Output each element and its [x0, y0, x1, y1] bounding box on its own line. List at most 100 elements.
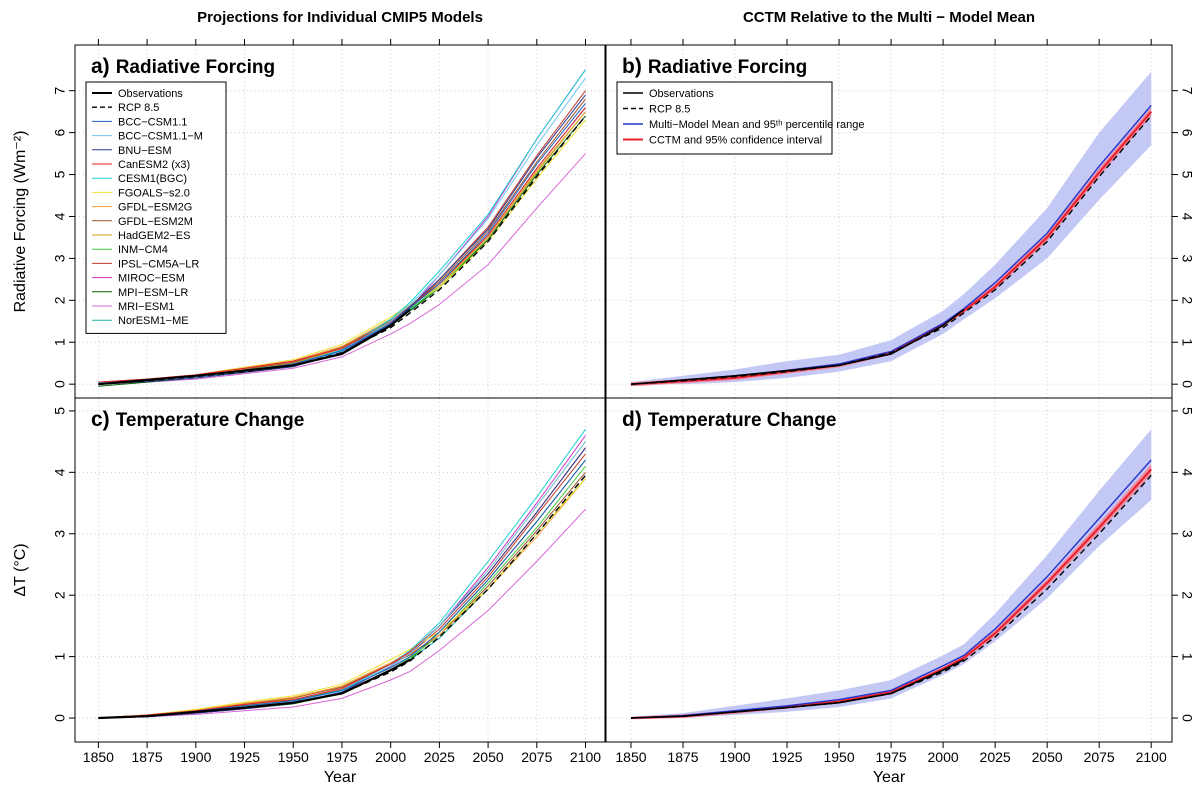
panel-title: a) Radiative Forcing: [91, 55, 275, 78]
y-tick-label: 2: [52, 591, 68, 599]
column-title: CCTM Relative to the Multi − Model Mean: [743, 9, 1035, 26]
x-tick-label: 2025: [980, 749, 1011, 765]
plot-area: [630, 429, 1152, 720]
panel-title: b) Radiative Forcing: [622, 55, 807, 78]
y-tick-label: 2: [1179, 296, 1195, 304]
legend-label: BCC−CSM1.1−M: [118, 131, 203, 143]
legend-label: INM−CM4: [118, 244, 168, 256]
column-title: Projections for Individual CMIP5 Models: [197, 9, 483, 26]
y-tick-label: 5: [1179, 407, 1195, 415]
y-tick-label: 1: [1179, 338, 1195, 346]
x-tick-label: 1850: [615, 749, 646, 765]
y-tick-label: 0: [52, 714, 68, 722]
y-tick-label: 5: [52, 407, 68, 415]
y-tick-label: 3: [1179, 254, 1195, 262]
legend-label: MIROC−ESM: [118, 273, 185, 285]
y-tick-label: 1: [1179, 653, 1195, 661]
x-tick-label: 2000: [928, 749, 959, 765]
plot-area: [630, 71, 1152, 387]
x-axis-label: Year: [324, 769, 357, 786]
y-tick-label: 0: [1179, 714, 1195, 722]
y-axis-label: Radiative Forcing (Wm⁻²): [12, 131, 29, 313]
x-tick-label: 1850: [83, 749, 114, 765]
y-tick-label: 1: [52, 653, 68, 661]
panel-title: d) Temperature Change: [622, 408, 836, 431]
legend-label: HadGEM2−ES: [118, 230, 190, 242]
legend-label: IPSL−CM5A−LR: [118, 258, 199, 270]
x-tick-label: 2100: [570, 749, 601, 765]
y-tick-label: 5: [52, 170, 68, 178]
x-tick-label: 2075: [1084, 749, 1115, 765]
y-tick-label: 5: [1179, 171, 1195, 179]
y-tick-label: 4: [1179, 468, 1195, 476]
panel: 1850 1875 1900 1925 1950 1975 2000 2025 2050 2075…: [12, 397, 606, 786]
legend-label: Observations: [118, 88, 183, 100]
panel-letter: d): [622, 408, 642, 431]
line: [98, 94, 586, 385]
legend-box: [616, 81, 833, 155]
x-tick-label: 1925: [771, 749, 802, 765]
x-tick-label: 1975: [876, 749, 907, 765]
panel-name: Temperature Change: [116, 410, 305, 431]
legend-label: GFDL−ESM2G: [118, 202, 192, 214]
legend-label: Observations: [649, 88, 714, 100]
y-tick-label: 1: [52, 338, 68, 346]
y-tick-label: 3: [52, 254, 68, 262]
x-tick-label: 1950: [278, 749, 309, 765]
panel-title: c) Temperature Change: [91, 408, 304, 431]
panel: 0 1 2 3 4 5 6 7 b) Radiative Forcing Observations R…: [605, 39, 1195, 399]
line: [630, 658, 965, 719]
panel: 1850 1875 1900 1925 1950 1975 2000 2025 2050 2075…: [605, 397, 1195, 786]
line: [98, 508, 586, 719]
legend-label: RCP 8.5: [649, 104, 690, 116]
y-tick-label: 4: [52, 468, 68, 476]
x-tick-label: 1925: [229, 749, 260, 765]
panel-name: Temperature Change: [648, 410, 837, 431]
x-tick-label: 1950: [823, 749, 854, 765]
y-tick-label: 6: [52, 129, 68, 137]
legend-label: Multi−Model Mean and 95ᵗʰ percentile ran…: [649, 119, 864, 131]
legend-label: MPI−ESM−LR: [118, 287, 188, 299]
band: [631, 71, 1152, 385]
legend-label: CCTM and 95% confidence interval: [649, 135, 822, 147]
y-tick-label: 4: [52, 212, 68, 220]
y-tick-label: 3: [1179, 530, 1195, 538]
legend-label: CanESM2 (x3): [118, 159, 190, 171]
x-tick-label: 1975: [326, 749, 357, 765]
y-tick-label: 0: [1179, 380, 1195, 388]
plot-area: [98, 429, 587, 720]
frame: [605, 397, 1173, 743]
panel-name: Radiative Forcing: [648, 57, 807, 78]
x-tick-label: 2025: [424, 749, 455, 765]
y-tick-label: 3: [52, 530, 68, 538]
line: [98, 658, 411, 720]
line: [98, 153, 586, 385]
legend-label: BNU−ESM: [118, 145, 172, 157]
x-tick-label: 2050: [473, 749, 504, 765]
panel-letter: b): [622, 55, 642, 78]
panel-letter: c): [91, 408, 110, 431]
legend-label: MRI−ESM1: [118, 301, 175, 313]
x-tick-label: 1875: [132, 749, 163, 765]
y-tick-label: 2: [52, 296, 68, 304]
y-tick-label: 4: [1179, 213, 1195, 221]
x-tick-label: 1900: [180, 749, 211, 765]
line: [630, 459, 1152, 719]
legend-label: CESM1(BGC): [118, 173, 187, 185]
legend: Observations RCP 8.5 BCC−CSM1.1 BCC−CSM1.1−…: [85, 81, 227, 334]
line: [98, 308, 411, 386]
x-tick-label: 2000: [375, 749, 406, 765]
line: [630, 111, 1152, 386]
plot-area: [98, 69, 587, 387]
line: [98, 77, 586, 384]
legend-label: GFDL−ESM2M: [118, 216, 193, 228]
y-tick-label: 7: [1179, 87, 1195, 95]
y-tick-label: 7: [52, 87, 68, 95]
y-tick-label: 0: [52, 380, 68, 388]
panel-letter: a): [91, 55, 110, 78]
frame: [74, 397, 606, 743]
x-axis-label: Year: [873, 769, 906, 786]
y-tick-label: 6: [1179, 129, 1195, 137]
